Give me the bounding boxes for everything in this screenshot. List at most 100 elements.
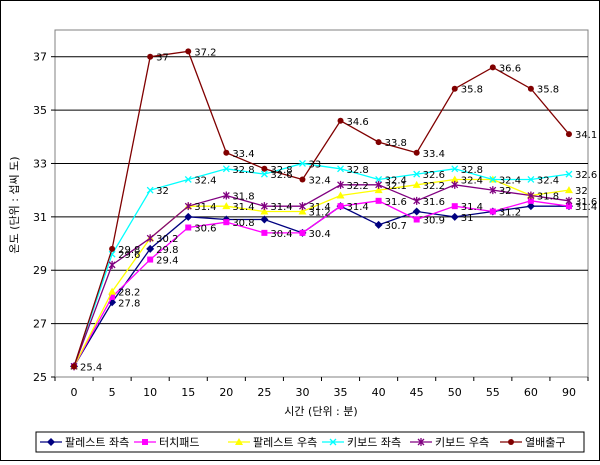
data-point	[184, 212, 193, 221]
data-label: 32.4	[499, 175, 521, 186]
x-axis-ticks: 0 5 10 15 20 25 30 35 40 45 50 55 60 90	[54, 377, 589, 399]
data-point	[109, 293, 116, 300]
y-tick-label: 25	[33, 371, 47, 384]
data-point	[185, 48, 192, 55]
data-label: 32.4	[308, 175, 330, 186]
data-point	[413, 170, 421, 178]
data-point	[223, 149, 230, 156]
series-4	[70, 160, 573, 370]
data-label: 33	[308, 159, 321, 170]
data-label-layer: 25.4 27.8 29.8 30.4 30.7 31 29.4 30.6 30.8 30.4 31…	[80, 47, 597, 373]
data-point	[412, 180, 421, 188]
x-axis-title: 시간 (단위 : 분)	[284, 405, 357, 418]
data-point	[337, 165, 344, 173]
data-label: 32	[156, 186, 169, 197]
data-label: 31	[461, 213, 474, 224]
data-point	[336, 191, 345, 199]
data-point	[565, 170, 573, 178]
data-label: 29.8	[118, 245, 140, 256]
data-label: 29.6	[118, 250, 140, 261]
data-label: 30.8	[232, 218, 254, 229]
data-point	[147, 53, 154, 60]
legend-entry: 팔레스트 우측	[228, 436, 317, 449]
y-tick-label: 33	[33, 157, 47, 170]
x-tick-label: 30	[295, 386, 309, 399]
x-tick-label: 50	[448, 386, 462, 399]
data-point	[374, 220, 383, 229]
data-point	[260, 215, 269, 224]
data-label: 30.7	[385, 221, 407, 232]
series-line	[73, 50, 570, 367]
legend-entry: 열배출구	[500, 436, 565, 449]
data-point	[108, 260, 116, 269]
data-point	[184, 176, 192, 183]
y-tick-label: 29	[33, 264, 47, 277]
legend-label: 터치패드	[159, 436, 199, 449]
legend: 팔레스트 좌측 터치패드 팔레스트 우측 키보드 좌측 키보드 우측 열배출구	[35, 431, 585, 453]
data-point	[260, 207, 269, 215]
data-point	[299, 160, 306, 167]
data-label: 34.6	[347, 117, 369, 128]
data-label: 32.2	[347, 181, 369, 192]
data-point	[299, 229, 306, 236]
legend-label: 팔레스트 좌측	[65, 436, 129, 449]
data-label: 30.9	[423, 216, 445, 227]
y-tick-label: 31	[33, 211, 47, 224]
x-tick-label: 40	[372, 386, 386, 399]
data-point	[413, 149, 420, 156]
data-label: 32.6	[423, 170, 445, 181]
data-point	[47, 438, 55, 446]
gridlines	[55, 56, 588, 325]
data-point	[109, 245, 116, 252]
data-label: 35.8	[537, 85, 559, 96]
x-tick-label: 55	[486, 386, 500, 399]
data-point	[142, 439, 148, 445]
data-point	[185, 224, 192, 231]
data-label: 31.8	[537, 191, 559, 202]
x-tick-label: 5	[109, 386, 116, 399]
data-label: 36.6	[499, 63, 521, 74]
data-label: 31.2	[308, 208, 330, 219]
data-point	[565, 131, 572, 138]
data-label: 35.8	[461, 85, 483, 96]
data-point	[565, 196, 573, 205]
data-label: 32.2	[423, 181, 445, 192]
x-tick-label: 60	[524, 386, 538, 399]
x-tick-label: 15	[181, 386, 195, 399]
data-label: 34.1	[575, 130, 597, 141]
series-line	[73, 184, 570, 367]
data-label: 28.2	[118, 288, 140, 299]
y-axis-title: 온도 (단위 : 섭씨 도)	[8, 156, 21, 253]
data-label: 32.8	[270, 165, 292, 176]
data-label: 32.4	[194, 175, 216, 186]
data-point	[527, 197, 534, 204]
data-point	[413, 196, 421, 205]
x-tick-label: 0	[71, 386, 78, 399]
legend-label: 키보드 좌측	[347, 436, 401, 449]
data-point	[375, 176, 383, 183]
data-point	[489, 176, 497, 183]
data-label: 32.6	[575, 170, 597, 181]
data-point	[451, 203, 458, 210]
data-point	[412, 207, 421, 216]
x-tick-label: 90	[562, 386, 576, 399]
data-point	[489, 208, 496, 215]
data-point	[71, 363, 78, 370]
x-tick-label: 35	[334, 386, 348, 399]
data-label: 32	[499, 186, 512, 197]
data-label: 31.6	[423, 197, 445, 208]
data-label: 29.8	[156, 245, 178, 256]
data-point	[374, 186, 383, 194]
legend-box	[35, 431, 585, 453]
x-tick-label: 45	[410, 386, 424, 399]
data-point	[527, 176, 535, 183]
data-point	[260, 202, 268, 211]
data-label: 31.2	[499, 208, 521, 219]
data-point	[375, 139, 382, 146]
data-label: 31.6	[385, 197, 407, 208]
data-point	[299, 176, 306, 183]
data-label: 30.4	[308, 229, 330, 240]
data-label: 31.4	[232, 202, 254, 213]
data-label: 31.4	[194, 202, 216, 213]
data-label: 33.4	[423, 149, 445, 160]
